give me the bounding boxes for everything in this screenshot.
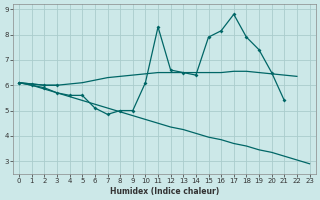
- X-axis label: Humidex (Indice chaleur): Humidex (Indice chaleur): [110, 187, 219, 196]
